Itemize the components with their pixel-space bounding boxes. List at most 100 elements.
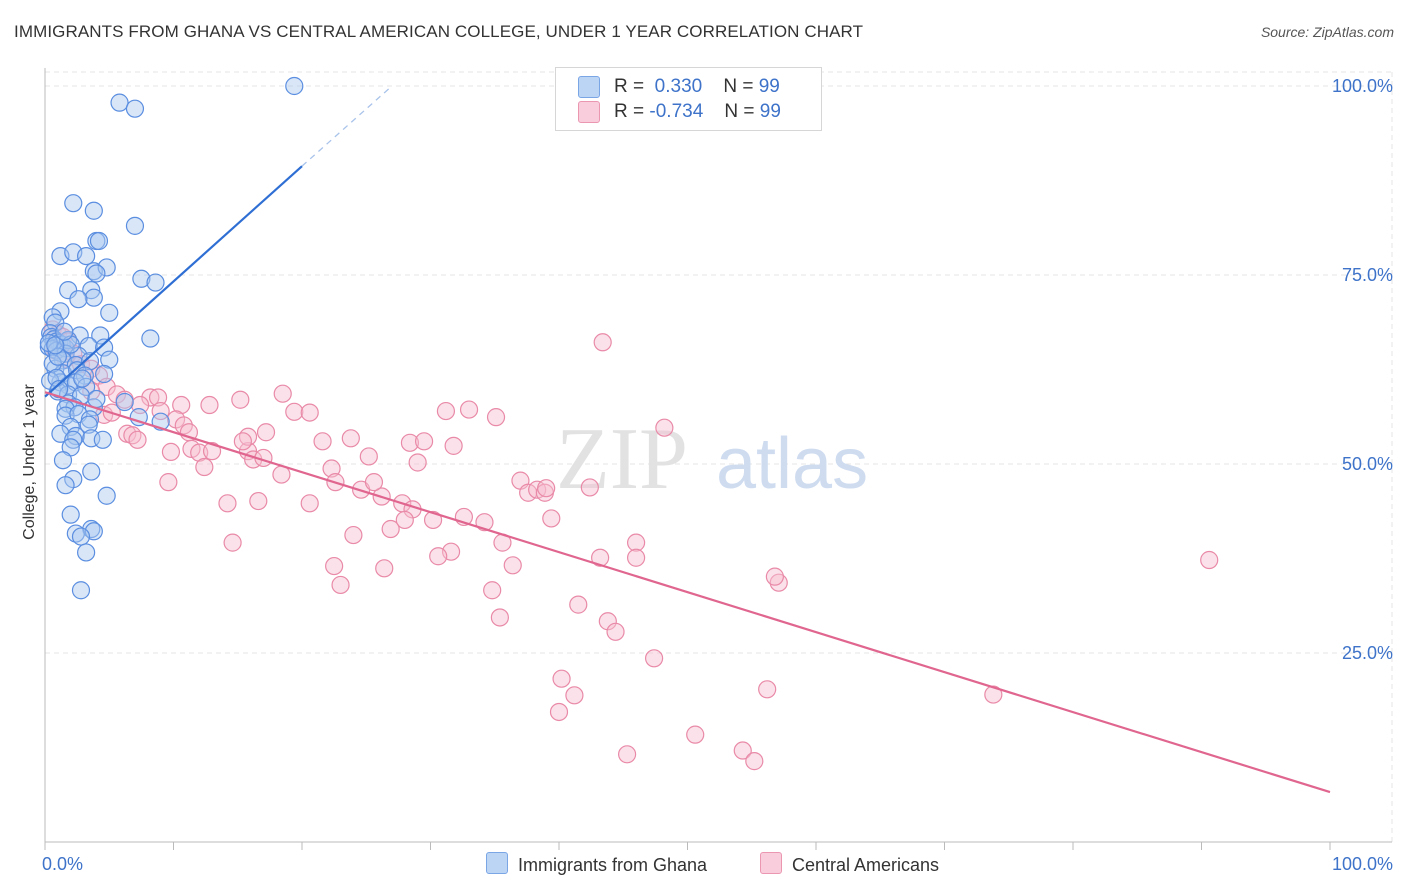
legend-swatch-pink xyxy=(578,101,600,123)
ghana-point xyxy=(64,194,83,213)
central-americans-point xyxy=(231,390,250,409)
ghana-point xyxy=(100,303,119,322)
central-americans-point xyxy=(626,533,646,552)
y-tick-label: 25.0% xyxy=(1342,643,1393,663)
ghana-point xyxy=(55,322,74,341)
bottom-legend-label-ghana: Immigrants from Ghana xyxy=(518,855,708,875)
legend-r-label: R = xyxy=(614,101,645,123)
central-americans-point xyxy=(249,491,268,511)
legend-n-label: N = xyxy=(723,76,754,98)
central-americans-point xyxy=(313,432,332,451)
ghana-point xyxy=(79,415,98,434)
bottom-legend-swatch-pink xyxy=(760,852,782,874)
central-americans-point xyxy=(202,442,222,461)
ghana-point xyxy=(95,364,114,384)
ghana-point xyxy=(71,527,91,546)
central-americans-point xyxy=(475,513,494,532)
ghana-point xyxy=(84,201,103,220)
ghana-point xyxy=(97,258,116,277)
central-americans-point xyxy=(486,408,506,427)
central-americans-trend-line xyxy=(44,391,1331,794)
central-americans-point xyxy=(161,442,181,462)
ghana-points xyxy=(39,76,304,600)
ghana-point xyxy=(87,389,106,409)
ghana-point xyxy=(100,350,119,369)
watermark-atlas: atlas xyxy=(716,424,868,504)
central-americans-point xyxy=(552,669,571,688)
central-americans-point xyxy=(618,745,637,764)
central-americans-point xyxy=(285,402,304,421)
central-americans-point xyxy=(490,608,509,627)
central-americans-point xyxy=(483,581,502,600)
legend-swatch-blue xyxy=(578,76,600,98)
ghana-point xyxy=(69,290,88,309)
central-americans-point xyxy=(218,494,237,513)
ghana-point xyxy=(129,408,148,427)
central-americans-point xyxy=(686,725,705,744)
central-americans-point xyxy=(331,575,350,595)
central-americans-point xyxy=(537,479,556,498)
axes xyxy=(44,68,1392,850)
legend-n-value: 99 xyxy=(759,101,781,123)
central-americans-point xyxy=(593,333,612,352)
ghana-point xyxy=(56,476,75,495)
ghana-point xyxy=(73,369,92,388)
x-tick-label: 0.0% xyxy=(42,854,83,874)
ghana-point xyxy=(125,99,145,118)
central-americans-point xyxy=(503,556,522,575)
central-americans-point xyxy=(436,401,456,421)
chart-title: IMMIGRANTS FROM GHANA VS CENTRAL AMERICA… xyxy=(14,22,864,41)
ghana-point xyxy=(53,451,73,470)
ghana-point xyxy=(93,430,112,449)
central-americans-point xyxy=(655,418,674,437)
central-americans-point xyxy=(408,453,427,472)
central-americans-point xyxy=(364,473,384,492)
central-americans-point xyxy=(549,702,569,722)
central-americans-point xyxy=(300,494,319,513)
ghana-point xyxy=(89,231,109,251)
central-americans-points xyxy=(43,320,1219,771)
central-americans-point xyxy=(1200,550,1219,570)
ghana-point xyxy=(146,273,165,292)
central-americans-point xyxy=(606,622,625,641)
ghana-point xyxy=(71,581,91,600)
central-americans-point xyxy=(233,432,252,451)
bottom-legend-ghana: Immigrants from Ghana xyxy=(486,852,707,876)
central-americans-point xyxy=(444,436,463,455)
central-americans-point xyxy=(423,510,443,530)
central-americans-point xyxy=(148,388,168,407)
central-americans-point xyxy=(429,547,448,566)
central-americans-point xyxy=(459,400,479,419)
y-tick-label: 100.0% xyxy=(1332,76,1393,96)
central-americans-point xyxy=(325,556,344,576)
ghana-point xyxy=(95,338,114,357)
ghana-trend-extension xyxy=(301,85,393,167)
legend-row-ghana: R = 0.330 N = 99 xyxy=(578,76,780,100)
central-americans-point xyxy=(580,478,599,497)
grid-lines xyxy=(45,71,1393,842)
ghana-point xyxy=(77,247,96,266)
ghana-point xyxy=(87,264,106,283)
bottom-legend-swatch-blue xyxy=(486,852,508,874)
watermark: ZIP atlas xyxy=(556,411,868,508)
central-americans-point xyxy=(128,430,147,449)
ghana-point xyxy=(97,486,116,505)
legend-r-value: -0.734 xyxy=(649,101,704,123)
central-americans-point xyxy=(322,459,341,478)
ghana-point xyxy=(59,281,78,300)
central-americans-point xyxy=(591,548,610,567)
ghana-point xyxy=(61,505,80,524)
ghana-point xyxy=(66,524,85,543)
ghana-point xyxy=(84,288,103,307)
central-americans-point xyxy=(223,533,242,552)
central-americans-point xyxy=(344,525,363,545)
ghana-point xyxy=(48,347,67,366)
ghana-point xyxy=(91,326,110,345)
y-axis-label: College, Under 1 year xyxy=(21,384,38,540)
central-americans-point xyxy=(542,509,561,528)
correlation-legend: R = 0.330 N = 99 R = -0.734 N = 99 xyxy=(555,67,822,131)
ghana-point xyxy=(125,216,145,235)
central-americans-point xyxy=(151,401,170,421)
legend-n-label: N = xyxy=(724,101,755,123)
